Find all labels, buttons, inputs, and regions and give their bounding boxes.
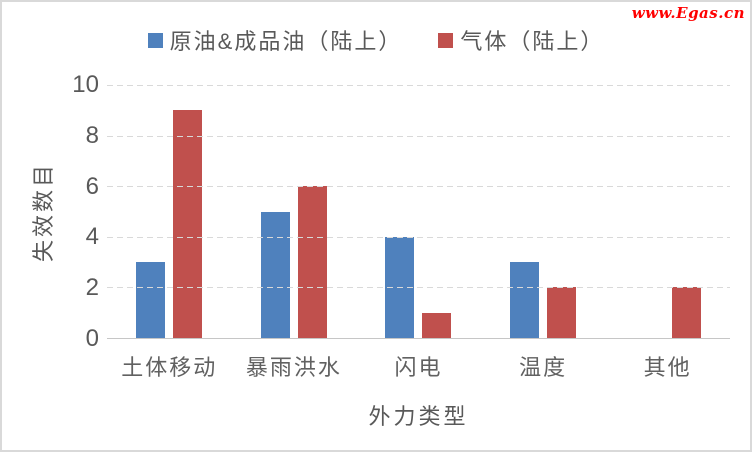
bar-group-0 [107,85,232,338]
legend-label: 气体（陆上） [460,29,605,54]
bar-series1-cat3 [547,287,577,338]
bar-series1-cat4 [671,287,701,338]
watermark-url: www.Egas.cn [631,4,745,22]
y-tick-label: 8 [85,121,99,149]
bar-series1-cat2 [422,312,452,338]
x-category-label: 闪电 [394,355,443,380]
x-category-label: 暴雨洪水 [245,355,342,380]
legend-item-1: 气体（陆上） [438,24,604,56]
legend-item-0: 原油&成品油（陆上） [147,24,403,56]
legend-label: 原油&成品油（陆上） [169,29,403,54]
bar-group-1 [232,85,357,338]
x-category-label: 土体移动 [121,355,218,380]
y-tick-label: 2 [85,274,99,302]
y-tick-label: 10 [72,71,99,98]
gridline [107,236,730,238]
bar-groups [107,85,730,338]
gridline [107,85,730,86]
x-axis-title: 外力类型 [368,404,469,429]
gridline [107,287,730,289]
bar-series1-cat1 [297,186,327,338]
gridline [107,135,730,137]
bar-group-4 [605,85,730,338]
y-axis-ticks: 0 2 4 6 8 10 [2,71,99,352]
bar-series0-cat0 [136,262,166,338]
y-tick-label: 4 [85,223,99,251]
gridline [107,186,730,188]
x-category-label: 温度 [519,355,568,380]
x-category-label: 其他 [643,355,692,380]
plot-area [107,85,730,339]
y-tick-label: 0 [85,325,99,352]
x-axis-category-labels: 土体移动 暴雨洪水 闪电 温度 其他 [107,353,730,383]
bar-group-3 [481,85,606,338]
legend-swatch-icon [438,32,454,48]
bar-series0-cat3 [510,262,540,338]
bar-group-2 [356,85,481,338]
legend: 原油&成品油（陆上） 气体（陆上） [2,24,750,56]
legend-swatch-icon [147,32,163,48]
bar-series1-cat0 [173,110,203,338]
bar-series0-cat1 [260,211,290,338]
y-tick-label: 6 [85,172,99,200]
